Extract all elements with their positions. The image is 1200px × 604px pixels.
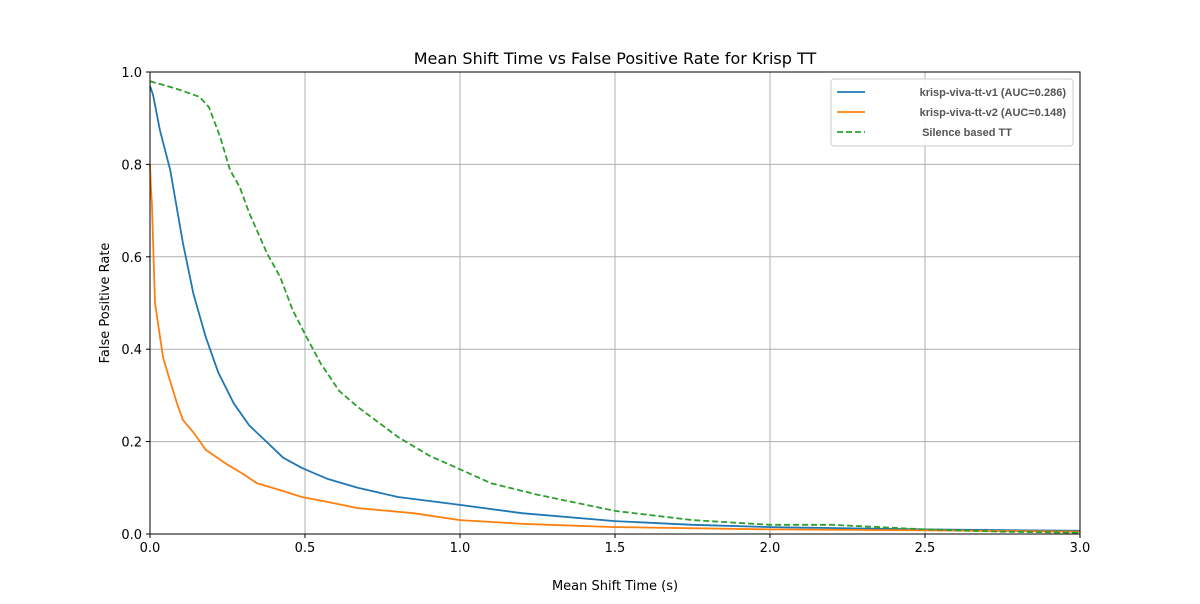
series-group: [149, 80, 1081, 534]
x-tick-label: 3.0: [1070, 541, 1091, 556]
ticks: 0.0 0.5 1.0 1.5 2.0 2.5 3.0 0.0 0.2 0.4 0.6 0.8 1.0: [121, 66, 1090, 556]
x-tick-label: 2.5: [915, 541, 936, 556]
x-tick-label: 2.0: [760, 541, 781, 556]
y-tick-label: 0.4: [121, 343, 142, 358]
x-tick-label: 1.5: [605, 541, 626, 556]
y-tick-label: 0.0: [121, 528, 142, 543]
y-tick-label: 0.2: [121, 436, 142, 451]
series-line-2: [149, 164, 1081, 533]
y-tick-label: 1.0: [121, 66, 142, 81]
legend-label-1: krisp-viva-tt-v1 (AUC=0.286): [920, 87, 1067, 99]
legend-label-3: Silence based TT: [922, 127, 1012, 139]
legend-label-2: krisp-viva-tt-v2 (AUC=0.148): [920, 107, 1067, 119]
x-tick-label: 0.0: [140, 541, 161, 556]
legend: krisp-viva-tt-v1 (AUC=0.286) krisp-viva-t…: [830, 78, 1074, 147]
series-line-1: [149, 85, 1081, 532]
series-line-3: [149, 80, 1081, 534]
chart-title: Mean Shift Time vs False Positive Rate f…: [414, 49, 817, 68]
x-tick-label: 0.5: [295, 541, 316, 556]
y-tick-label: 0.8: [121, 158, 142, 173]
y-tick-label: 0.6: [121, 251, 142, 266]
y-axis-label: False Positive Rate: [98, 243, 113, 364]
x-tick-label: 1.0: [450, 541, 471, 556]
x-axis-label: Mean Shift Time (s): [552, 579, 678, 594]
